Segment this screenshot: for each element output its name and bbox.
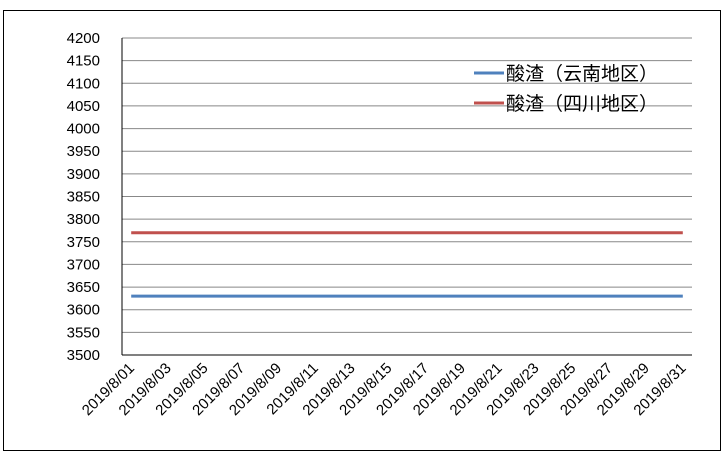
y-tick-label: 4200 — [67, 30, 100, 47]
y-tick-label: 4050 — [67, 98, 100, 115]
y-tick-label: 3500 — [67, 347, 100, 364]
legend-label: 酸渣（云南地区） — [506, 63, 658, 85]
y-tick-label: 3700 — [67, 256, 100, 273]
y-tick-label: 3650 — [67, 279, 100, 296]
y-tick-label: 4000 — [67, 121, 100, 138]
y-tick-label: 3850 — [67, 189, 100, 206]
y-tick-label: 3900 — [67, 166, 100, 183]
legend-label: 酸渣（四川地区） — [506, 93, 658, 115]
y-tick-label: 4150 — [67, 53, 100, 70]
y-tick-label: 3750 — [67, 234, 100, 251]
y-tick-label: 3950 — [67, 143, 100, 160]
y-tick-label: 4100 — [67, 75, 100, 92]
chart-frame — [3, 10, 721, 451]
y-tick-label: 3600 — [67, 302, 100, 319]
y-tick-label: 3800 — [67, 211, 100, 228]
y-tick-label: 3550 — [67, 324, 100, 341]
